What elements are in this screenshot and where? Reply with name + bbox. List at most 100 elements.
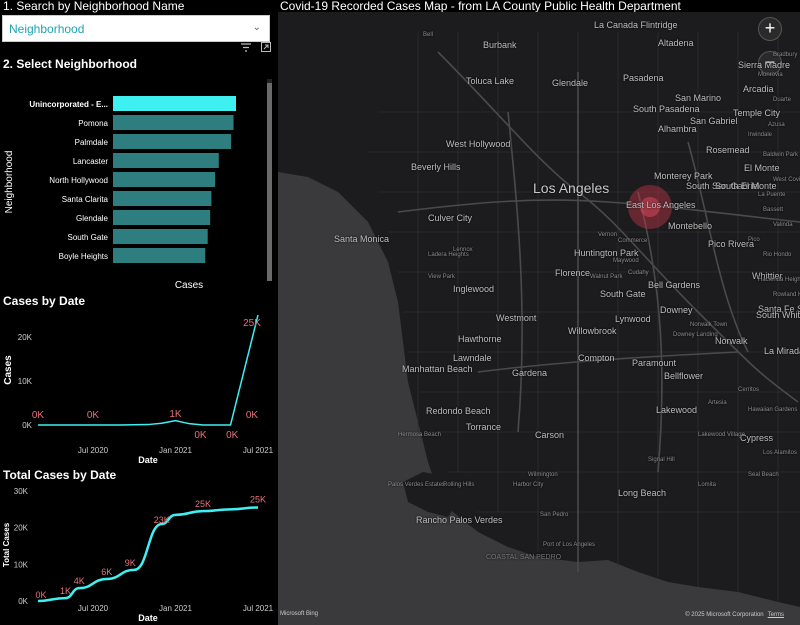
map-place-label: San Gabriel bbox=[690, 116, 738, 126]
neighborhood-bar-label[interactable]: Santa Clarita bbox=[62, 195, 109, 204]
map-place-label: Pico Rivera bbox=[708, 239, 755, 249]
total-y-tick: 0K bbox=[18, 597, 28, 606]
map-place-label: Florence bbox=[555, 268, 591, 278]
neighborhood-bar[interactable] bbox=[113, 134, 232, 149]
neighborhood-bar-chart[interactable]: Neighborhood Cases Unincorporated - E... Po… bbox=[0, 70, 276, 295]
map-minor-label: Rolling Hills bbox=[443, 482, 475, 488]
map-place-label: Temple City bbox=[733, 108, 781, 118]
map-place-label: Bell Gardens bbox=[648, 280, 701, 290]
filter-icon[interactable] bbox=[238, 42, 254, 57]
cases-by-date-chart[interactable]: Cases by Date Cases Date 0K 10K 20K Jul 2020 Ja… bbox=[0, 290, 276, 465]
map-place-label: Torrance bbox=[466, 422, 502, 432]
map-minor-label: Vernon bbox=[598, 232, 618, 238]
total-data-label: 9K bbox=[125, 558, 136, 568]
zoom-out-button[interactable]: − bbox=[758, 51, 782, 75]
map-minor-label: Lakewood Village bbox=[698, 432, 745, 438]
map-place-label: San Marino bbox=[675, 93, 722, 103]
neighborhood-bar[interactable] bbox=[113, 96, 236, 111]
map-place-label: Long Beach bbox=[618, 488, 667, 498]
map-place-label: Glendale bbox=[552, 78, 589, 88]
neighborhood-bar-label[interactable]: Lancaster bbox=[73, 157, 108, 166]
map-minor-label: Cerritos bbox=[738, 387, 760, 393]
map-place-label: Paramount bbox=[632, 358, 677, 368]
map-minor-label: Cudahy bbox=[628, 270, 649, 276]
map-place-label: South Whittier bbox=[756, 310, 800, 320]
map-minor-label: Hermosa Beach bbox=[398, 432, 442, 438]
map-minor-label: Seal Beach bbox=[748, 472, 779, 478]
neighborhood-search-input[interactable]: Neighborhood ⌄ bbox=[2, 15, 270, 42]
map-place-label: Manhattan Beach bbox=[402, 364, 473, 374]
map-minor-label: Palos Verdes Estates bbox=[388, 482, 446, 488]
map-minor-label: Pico bbox=[748, 237, 760, 243]
map-minor-label: Hacienda Heights bbox=[758, 277, 800, 283]
highways bbox=[397, 51, 800, 572]
map-minor-label: Downey Landing bbox=[673, 332, 718, 338]
neighborhood-bar-label[interactable]: Unincorporated - E... bbox=[29, 100, 108, 109]
map-place-label: Rancho Palos Verdes bbox=[416, 515, 503, 525]
neighborhood-bar-label[interactable]: Pomona bbox=[78, 119, 108, 128]
neighborhood-bar-label[interactable]: Palmdale bbox=[75, 138, 109, 147]
cases-y-tick: 10K bbox=[18, 377, 33, 386]
map-place-label: Downey bbox=[660, 305, 693, 315]
cases-y-tick: 0K bbox=[22, 421, 32, 430]
map-minor-label: Commerce bbox=[618, 238, 648, 244]
cases-chart-title: Cases by Date bbox=[3, 294, 85, 308]
neighborhood-bar-label[interactable]: North Hollywood bbox=[49, 176, 108, 185]
map-minor-label: Hawaiian Gardens bbox=[748, 407, 798, 413]
scrollbar-thumb[interactable] bbox=[267, 83, 272, 281]
map-place-label: Arcadia bbox=[743, 84, 774, 94]
neighborhood-bar[interactable] bbox=[113, 115, 234, 130]
total-chart-xlabel: Date bbox=[138, 613, 158, 623]
cases-map[interactable]: + − Burbank Glendale Pasadena Los Angeles Ea… bbox=[278, 12, 800, 625]
search-input-text: Neighborhood bbox=[9, 22, 85, 36]
map-minor-label: Maywood bbox=[613, 258, 639, 264]
total-data-label: 23K bbox=[154, 515, 170, 525]
map-place-label: Bellflower bbox=[664, 371, 704, 381]
map-minor-label: Bradbury bbox=[773, 52, 798, 58]
neighborhood-bar[interactable] bbox=[113, 210, 211, 225]
select-title: 2. Select Neighborhood bbox=[3, 57, 138, 71]
cases-data-label: 0K bbox=[194, 430, 207, 441]
map-place-label: Inglewood bbox=[453, 284, 495, 294]
map-place-label: Norwalk bbox=[715, 336, 748, 346]
map-minor-label: Ladera Heights bbox=[428, 252, 469, 258]
cases-data-label: 1K bbox=[169, 409, 182, 420]
cases-data-label: 0K bbox=[32, 410, 45, 421]
bar-chart-scrollbar[interactable] bbox=[267, 79, 272, 281]
zoom-in-button[interactable]: + bbox=[758, 17, 782, 41]
total-data-label: 1K bbox=[60, 586, 71, 596]
map-minor-label: Lennox bbox=[453, 247, 473, 253]
neighborhood-bar[interactable] bbox=[113, 229, 208, 244]
map-place-label: La Canada Flintridge bbox=[594, 20, 678, 30]
map-place-label: Santa Fe Springs bbox=[758, 304, 800, 314]
neighborhood-bar[interactable] bbox=[113, 248, 206, 263]
focus-mode-icon-glyph bbox=[261, 42, 271, 52]
focus-mode-icon[interactable] bbox=[258, 42, 274, 57]
map-place-label: Carson bbox=[535, 430, 565, 440]
cases-x-tick: Jul 2021 bbox=[243, 446, 274, 455]
cases-line[interactable] bbox=[38, 314, 259, 426]
map-minor-label: Rio Hondo bbox=[763, 252, 792, 258]
neighborhood-bar[interactable] bbox=[113, 153, 219, 168]
ocean bbox=[278, 172, 800, 625]
neighborhood-bar-label[interactable]: Boyle Heights bbox=[59, 252, 108, 261]
total-cases-line[interactable] bbox=[37, 506, 259, 603]
cases-data-label: 0K bbox=[87, 410, 100, 421]
total-cases-chart[interactable]: Total Cases by Date Total Cases Date 0K 10K 2… bbox=[0, 465, 276, 625]
neighborhood-bar[interactable] bbox=[113, 172, 216, 187]
map-place-label: Hawthorne bbox=[458, 334, 502, 344]
map-place-label: South Pasadena bbox=[633, 104, 700, 114]
total-data-label: 25K bbox=[250, 495, 266, 505]
map-place-label: Lakewood bbox=[656, 405, 698, 415]
neighborhood-bar-label[interactable]: South Gate bbox=[68, 233, 109, 242]
total-y-tick: 20K bbox=[14, 524, 29, 533]
total-x-tick: Jan 2021 bbox=[159, 604, 192, 613]
copyright-text: © 2025 Microsoft Corporation bbox=[685, 612, 764, 618]
neighborhood-bar-label[interactable]: Glendale bbox=[76, 214, 109, 223]
terms-link[interactable]: Terms bbox=[767, 612, 784, 618]
map-minor-label: Artesia bbox=[708, 400, 727, 406]
chevron-down-icon[interactable]: ⌄ bbox=[252, 22, 261, 33]
neighborhood-bar[interactable] bbox=[113, 191, 212, 206]
bar-chart-ylabel: Neighborhood bbox=[4, 151, 15, 214]
map-minor-label: West Covina bbox=[773, 177, 800, 183]
